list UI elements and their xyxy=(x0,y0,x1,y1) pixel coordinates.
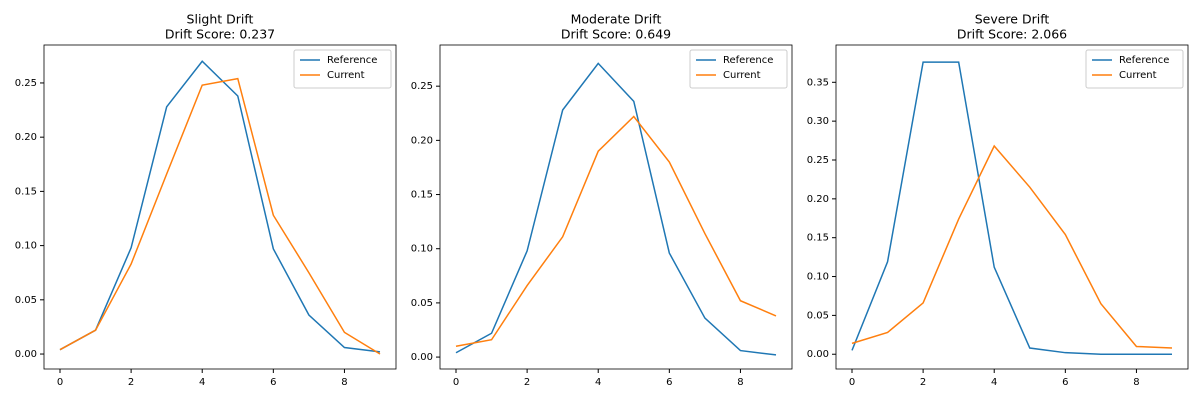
legend-label: Reference xyxy=(1119,55,1169,66)
y-tick-label: 0.15 xyxy=(807,233,829,244)
y-tick-label: 0.00 xyxy=(15,349,37,360)
legend: Reference Current xyxy=(689,49,788,89)
y-tick-label: 0.35 xyxy=(807,77,829,88)
plot-frame xyxy=(835,44,1189,370)
data-line xyxy=(455,62,777,356)
y-tick-label: 0.20 xyxy=(15,132,37,143)
legend: Reference Current xyxy=(293,49,392,89)
y-tick-label: 0.25 xyxy=(411,81,433,92)
x-tick-label: 4 xyxy=(199,377,205,388)
data-line xyxy=(851,61,1172,355)
x-tick-label: 6 xyxy=(270,377,276,388)
y-tick-label: 0.10 xyxy=(15,241,37,252)
legend-label: Reference xyxy=(723,55,773,66)
x-tick-label: 2 xyxy=(524,377,530,388)
plot-frame xyxy=(43,44,397,370)
y-tick-label: 0.10 xyxy=(807,272,829,283)
y-tick-label: 0.25 xyxy=(807,155,829,166)
legend-label: Current xyxy=(723,70,761,81)
data-line xyxy=(455,115,777,347)
y-tick-label: 0.20 xyxy=(807,194,829,205)
legend: Reference Current xyxy=(1085,49,1184,89)
x-tick-label: 0 xyxy=(849,377,855,388)
x-tick-label: 6 xyxy=(1062,377,1068,388)
y-tick-label: 0.05 xyxy=(807,310,829,321)
y-tick-label: 0.05 xyxy=(411,298,433,309)
x-tick-label: 8 xyxy=(341,377,347,388)
chart-subtitle: Drift Score: 2.066 xyxy=(957,27,1067,42)
y-tick-label: 0.10 xyxy=(411,244,433,255)
x-tick-label: 0 xyxy=(57,377,63,388)
x-tick-label: 4 xyxy=(595,377,601,388)
x-tick-label: 8 xyxy=(1133,377,1139,388)
y-tick-label: 0.00 xyxy=(411,352,433,363)
y-tick-label: 0.30 xyxy=(807,116,829,127)
x-tick-label: 2 xyxy=(920,377,926,388)
data-line xyxy=(851,144,1173,349)
x-tick-label: 6 xyxy=(666,377,672,388)
y-tick-label: 0.15 xyxy=(411,190,433,201)
data-line xyxy=(59,60,381,353)
y-tick-label: 0.00 xyxy=(807,349,829,360)
y-tick-label: 0.20 xyxy=(411,135,433,146)
chart-subtitle: Drift Score: 0.649 xyxy=(561,27,671,42)
x-tick-label: 8 xyxy=(737,377,743,388)
x-tick-label: 4 xyxy=(991,377,997,388)
y-tick-label: 0.25 xyxy=(15,78,37,89)
x-tick-label: 0 xyxy=(453,377,459,388)
chart-title: Severe Drift xyxy=(975,12,1050,27)
y-tick-label: 0.05 xyxy=(15,295,37,306)
y-tick-label: 0.15 xyxy=(15,186,37,197)
legend-label: Current xyxy=(1119,70,1157,81)
plot-frame xyxy=(439,44,793,370)
chart-subtitle: Drift Score: 0.237 xyxy=(165,27,275,42)
legend-label: Current xyxy=(327,70,365,81)
chart-title: Moderate Drift xyxy=(571,12,662,27)
chart-title: Slight Drift xyxy=(187,12,254,27)
data-line xyxy=(59,77,381,355)
legend-label: Reference xyxy=(327,55,377,66)
x-tick-label: 2 xyxy=(128,377,134,388)
